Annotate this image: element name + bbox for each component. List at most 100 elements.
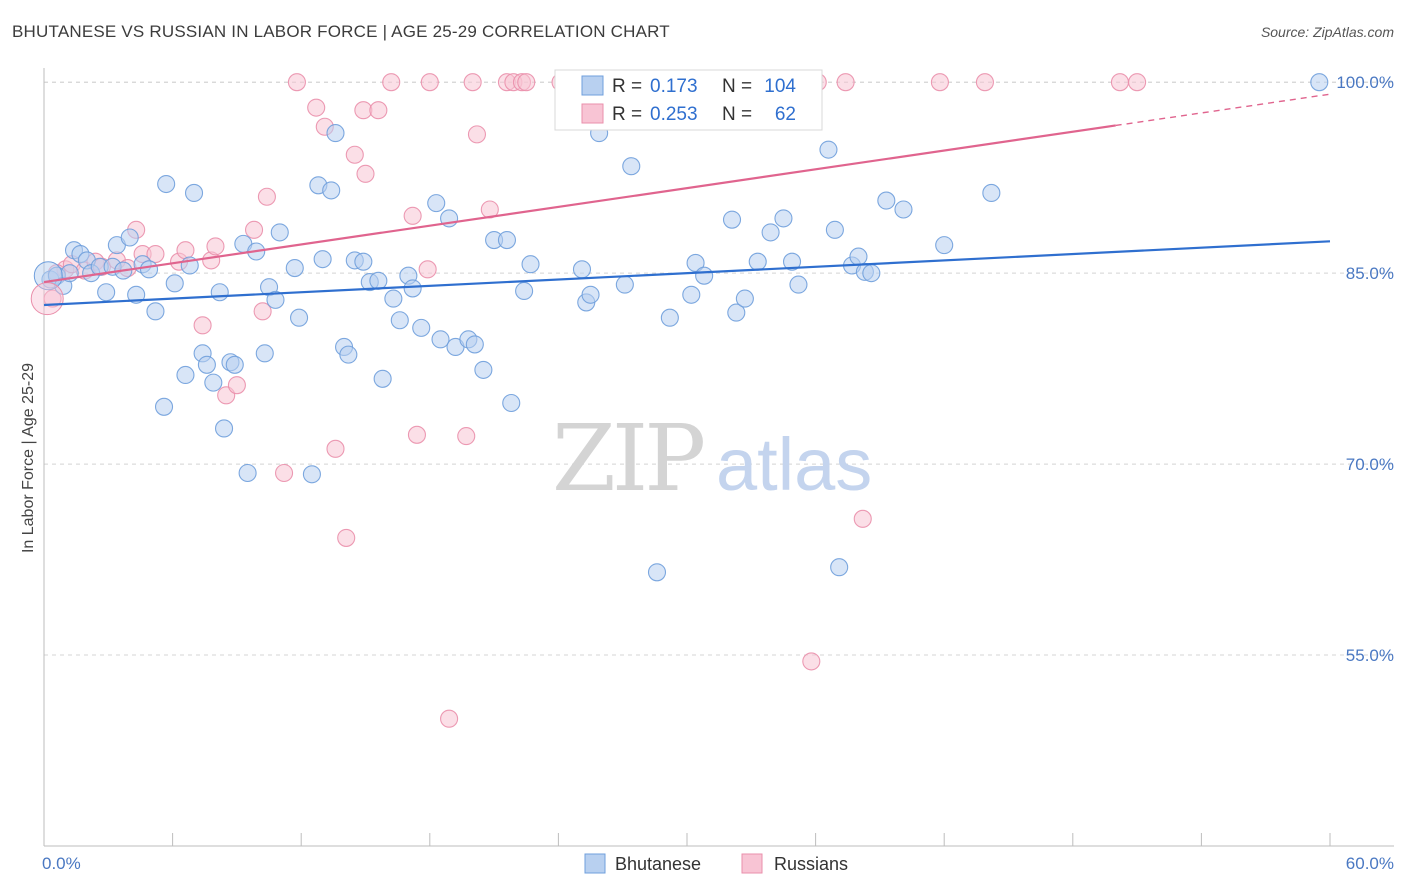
bhutanese-point <box>290 308 309 327</box>
russians-point <box>193 316 212 335</box>
bhutanese-point <box>427 194 446 213</box>
bhutanese-point <box>197 355 216 374</box>
bhutanese-point <box>403 279 422 298</box>
bhutanese-point <box>935 236 954 255</box>
bhutanese-point <box>270 223 289 242</box>
russians-point <box>244 220 264 239</box>
bhutanese-point <box>761 223 780 242</box>
bhutanese-point <box>894 200 913 219</box>
bhutanese-point <box>354 252 373 271</box>
watermark-atlas: atlas <box>716 423 872 506</box>
russians-point <box>287 73 306 92</box>
russians-point <box>382 73 401 92</box>
russians-point <box>836 73 855 92</box>
russians-point <box>356 164 375 183</box>
grid-layer <box>44 81 1394 656</box>
watermark: ZIP atlas <box>552 405 872 512</box>
bhutanese-point <box>660 308 679 327</box>
russians-point <box>420 73 439 92</box>
bhutanese-point <box>146 302 165 321</box>
series-legend-label-russians: Russians <box>774 854 848 874</box>
bhutanese-point <box>695 266 714 285</box>
russians-point <box>227 376 246 395</box>
bhutanese-point <box>497 230 517 250</box>
series-legend-swatch-russians <box>741 853 763 874</box>
series-legend-swatch-bhutanese <box>584 853 606 874</box>
bhutanese-point <box>1310 73 1329 92</box>
y-tick-label: 55.0% <box>1346 646 1394 665</box>
russians-point <box>463 73 482 92</box>
russians-point <box>275 463 294 483</box>
bhutanese-point <box>157 174 176 194</box>
bhutanese-point <box>686 253 705 273</box>
russians-point <box>440 709 459 728</box>
stats-legend-r-value-russians: 0.253 <box>650 104 698 125</box>
bhutanese-point <box>774 209 793 228</box>
bhutanese-point <box>225 355 244 374</box>
russians-point <box>326 439 345 458</box>
series-legend-label-bhutanese: Bhutanese <box>615 854 701 874</box>
bhutanese-point <box>255 344 274 363</box>
bhutanese-point <box>877 191 896 210</box>
russians-point <box>369 101 388 120</box>
bhutanese-point <box>830 558 849 577</box>
stats-legend-n-value-russians: 62 <box>775 104 796 125</box>
y-tick-label: 100.0% <box>1336 73 1394 92</box>
bhutanese-point <box>238 463 257 483</box>
russians-point <box>337 528 356 547</box>
bhutanese-point <box>521 255 540 274</box>
bhutanese-point <box>139 260 159 279</box>
bhutanese-point <box>502 393 521 413</box>
stats-legend-r-label-bhutanese: R = <box>612 76 642 97</box>
russians-point <box>354 101 373 120</box>
bhutanese-point <box>127 285 146 304</box>
russians-point <box>1110 73 1130 92</box>
bhutanese-point <box>982 183 1001 202</box>
russians-point <box>307 98 326 117</box>
bhutanese-point <box>647 563 667 582</box>
bhutanese-point <box>165 274 184 293</box>
russians-point <box>802 652 821 671</box>
bhutanese-point <box>120 228 139 247</box>
bhutanese-point <box>819 140 838 159</box>
y-axis-title: In Labor Force | Age 25-29 <box>20 363 37 553</box>
bhutanese-point <box>184 183 204 202</box>
bhutanese-point <box>748 252 767 271</box>
bhutanese-point <box>266 290 285 309</box>
watermark-zip: ZIP <box>552 405 703 512</box>
bhutanese-point <box>727 303 746 322</box>
bhutanese-point <box>465 335 484 354</box>
russians-point <box>403 206 422 225</box>
bhutanese-point <box>431 330 450 349</box>
bhutanese-point <box>97 283 116 302</box>
bhutanese-point <box>515 281 534 301</box>
russians-point <box>345 145 364 164</box>
russians-point <box>146 244 165 264</box>
bhutanese-point <box>474 360 493 379</box>
stats-legend-n-label-russians: N = <box>722 104 752 125</box>
russians-trend-line <box>43 124 1116 284</box>
stats-legend-r-value-bhutanese: 0.173 <box>650 76 698 97</box>
russians-point <box>418 260 437 279</box>
y-tick-label: 70.0% <box>1346 455 1394 474</box>
chart-title: BHUTANESE VS RUSSIAN IN LABOR FORCE | AG… <box>12 22 670 41</box>
russians-point <box>467 125 487 144</box>
bhutanese-point <box>862 264 881 283</box>
bhutanese-point <box>339 345 358 364</box>
russians-point <box>176 241 195 260</box>
bhutanese-point <box>622 157 641 176</box>
stats-legend-swatch-bhutanese <box>581 75 604 96</box>
bhutanese-point <box>214 419 234 438</box>
bhutanese-point <box>369 271 388 290</box>
russians-point <box>253 302 272 321</box>
russians-point <box>517 73 536 92</box>
russians-point <box>930 73 949 92</box>
bhutanese-point <box>789 275 808 294</box>
bhutanese-point <box>313 250 332 269</box>
stats-legend-n-value-bhutanese: 104 <box>764 76 796 97</box>
bhutanese-point <box>373 369 392 388</box>
bhutanese-point <box>615 275 634 294</box>
russians-point <box>43 289 62 308</box>
y-tick-label: 85.0% <box>1346 264 1394 283</box>
bhutanese-point <box>849 247 868 266</box>
